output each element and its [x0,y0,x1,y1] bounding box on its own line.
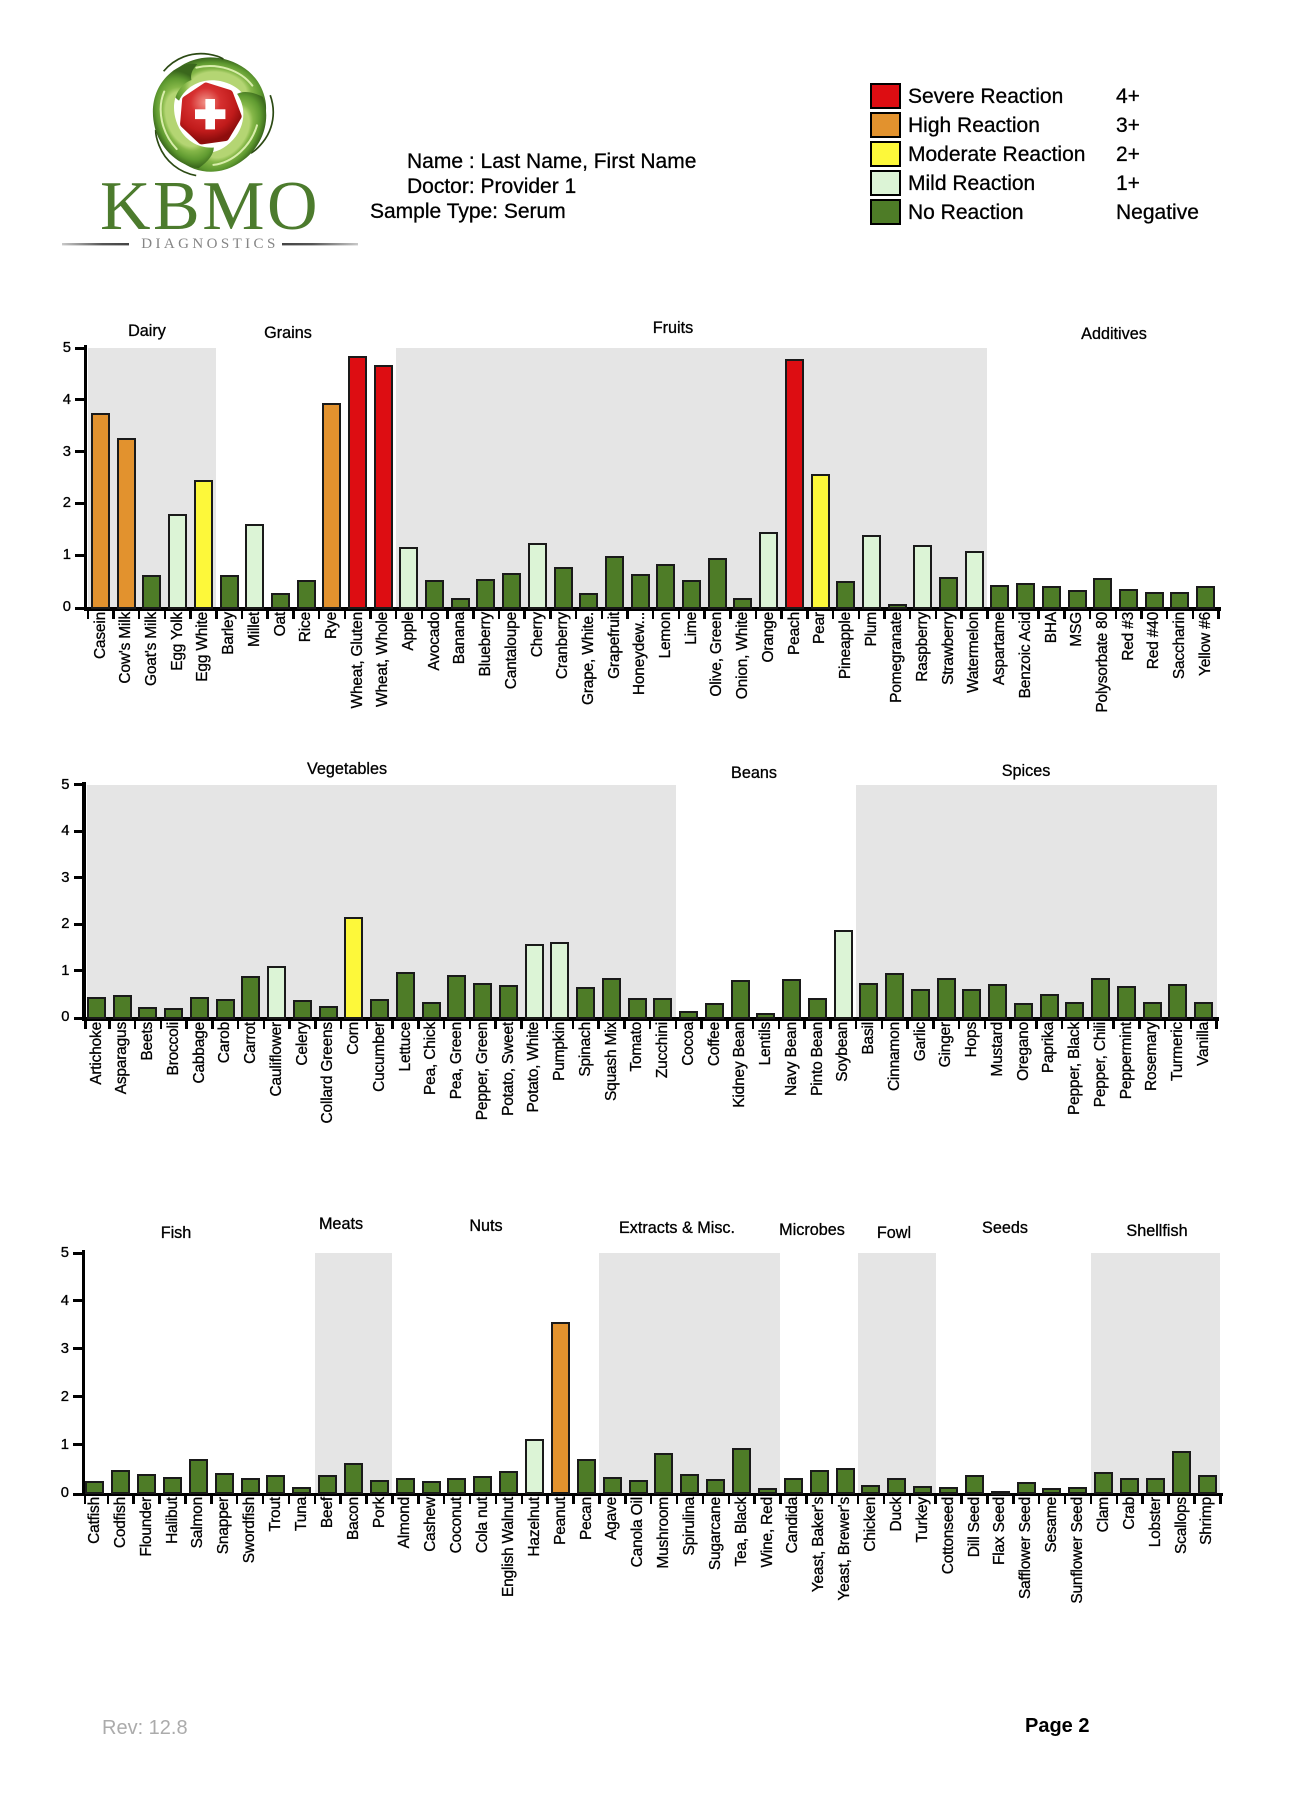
svg-text:KBMO: KBMO [100,168,320,245]
svg-text:DIAGNOSTICS: DIAGNOSTICS [141,236,278,252]
